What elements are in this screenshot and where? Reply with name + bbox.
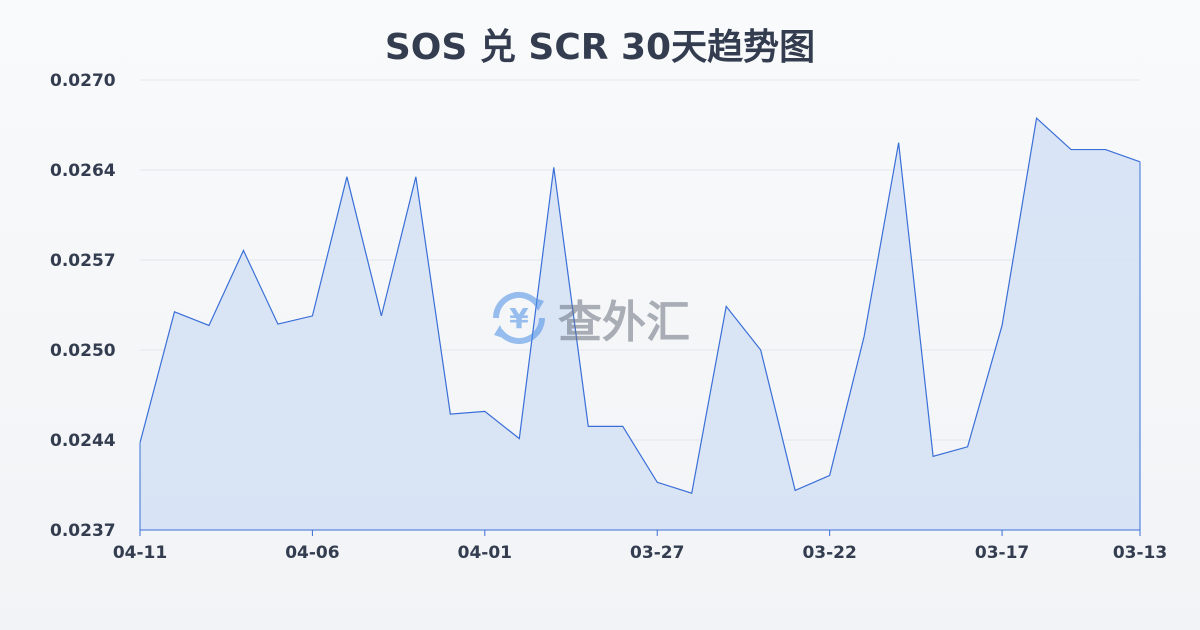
x-tick-label: 04-11 xyxy=(113,543,167,563)
x-tick-label: 03-13 xyxy=(1113,543,1167,563)
y-tick-label: 0.0270 xyxy=(50,71,116,91)
y-tick-label: 0.0264 xyxy=(50,161,116,181)
x-tick-label: 04-06 xyxy=(285,543,339,563)
x-tick-label: 03-27 xyxy=(630,543,684,563)
y-tick-label: 0.0244 xyxy=(50,431,116,451)
y-tick-label: 0.0257 xyxy=(50,251,116,271)
area-fill xyxy=(140,118,1140,530)
svg-text:¥: ¥ xyxy=(509,302,529,335)
series-line xyxy=(139,116,1141,494)
watermark: ¥ 查外汇 xyxy=(488,286,690,350)
y-tick-label: 0.0250 xyxy=(50,341,116,361)
x-tick-label: 04-01 xyxy=(458,543,512,563)
x-tick-label: 03-17 xyxy=(975,543,1029,563)
chart-title: SOS 兑 SCR 30天趋势图 xyxy=(384,27,816,68)
yen-exchange-icon: ¥ xyxy=(492,291,546,345)
x-tick-label: 03-22 xyxy=(802,543,856,563)
y-tick-label: 0.0237 xyxy=(50,521,116,541)
watermark-text: 查外汇 xyxy=(558,297,690,348)
